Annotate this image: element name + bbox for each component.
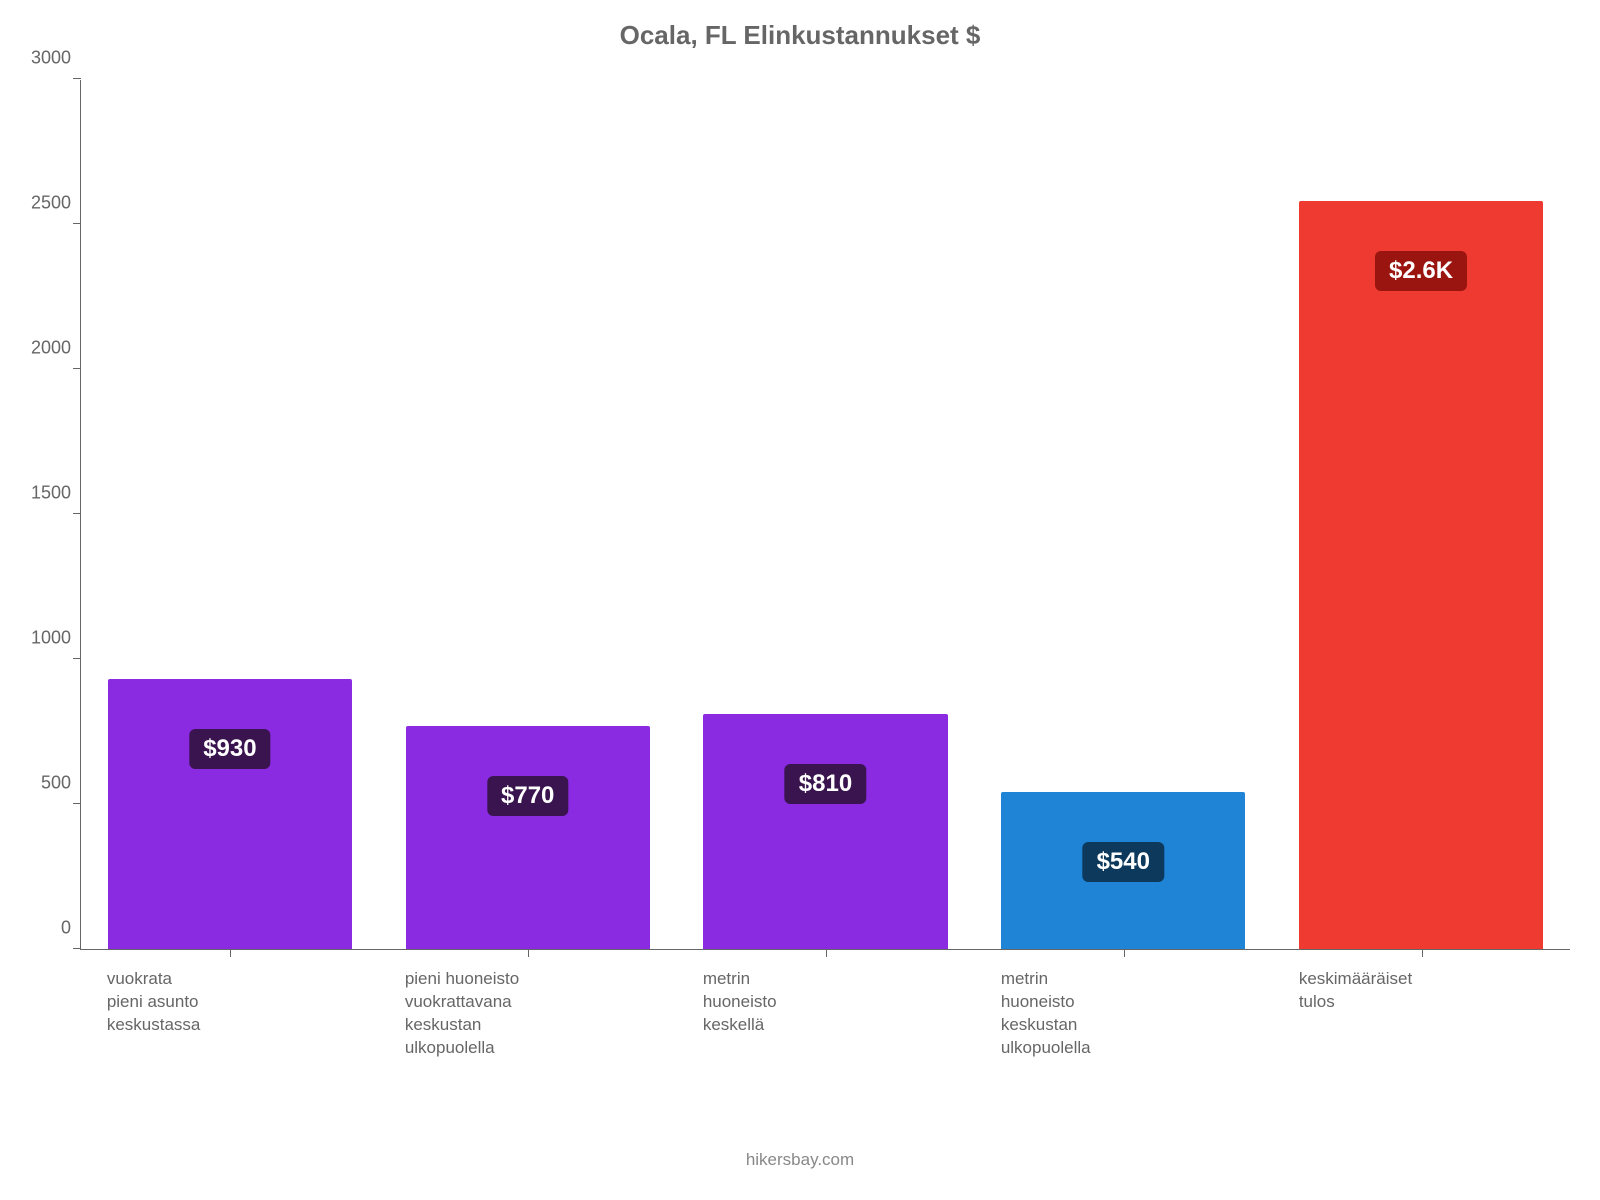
y-tick-label: 2500 <box>31 193 81 214</box>
x-axis-label: metrin huoneisto keskellä <box>676 968 974 1060</box>
x-tick-mark <box>1124 949 1125 957</box>
x-labels-row: vuokrata pieni asunto keskustassapieni h… <box>80 968 1570 1060</box>
y-tick-mark <box>73 658 81 659</box>
y-tick-mark <box>73 803 81 804</box>
bar-slot: $930 <box>81 80 379 949</box>
bar-value-label: $930 <box>189 729 270 769</box>
y-tick-label: 500 <box>41 773 81 794</box>
y-tick-mark <box>73 948 81 949</box>
chart-title: Ocala, FL Elinkustannukset $ <box>0 20 1600 51</box>
chart-container: Ocala, FL Elinkustannukset $ 0 500 1000 150… <box>0 0 1600 1200</box>
y-tick-mark <box>73 223 81 224</box>
bar-value-label: $2.6K <box>1375 251 1467 291</box>
x-axis-label: metrin huoneisto keskustan ulkopuolella <box>974 968 1272 1060</box>
bar-slot: $2.6K <box>1272 80 1570 949</box>
bar: $810 <box>703 714 947 949</box>
x-tick-mark <box>528 949 529 957</box>
bar-value-label: $770 <box>487 776 568 816</box>
bar: $930 <box>108 679 352 949</box>
bar-slot: $770 <box>379 80 677 949</box>
x-tick-mark <box>230 949 231 957</box>
y-tick-mark <box>73 368 81 369</box>
bar: $2.6K <box>1299 201 1543 949</box>
bar-slot: $810 <box>677 80 975 949</box>
bar-value-label: $540 <box>1083 842 1164 882</box>
y-tick-label: 1500 <box>31 483 81 504</box>
x-tick-mark <box>1422 949 1423 957</box>
y-tick-mark <box>73 78 81 79</box>
bars-row: $930 $770 $810 $540 $2.6K <box>81 80 1570 949</box>
bar: $540 <box>1001 792 1245 949</box>
y-tick-label: 1000 <box>31 628 81 649</box>
bar-slot: $540 <box>974 80 1272 949</box>
x-axis-label: vuokrata pieni asunto keskustassa <box>80 968 378 1060</box>
footer-credit: hikersbay.com <box>0 1150 1600 1170</box>
y-tick-label: 3000 <box>31 48 81 69</box>
x-axis-label: keskimääräiset tulos <box>1272 968 1570 1060</box>
y-tick-label: 2000 <box>31 338 81 359</box>
plot-area: 050010001500200025003000 $930$770$810$54… <box>80 80 1570 950</box>
y-tick-label: 0 <box>61 918 81 939</box>
y-tick-mark <box>73 513 81 514</box>
bar: $770 <box>406 726 650 949</box>
x-axis-label: pieni huoneisto vuokrattavana keskustan … <box>378 968 676 1060</box>
x-tick-mark <box>826 949 827 957</box>
bar-value-label: $810 <box>785 764 866 804</box>
